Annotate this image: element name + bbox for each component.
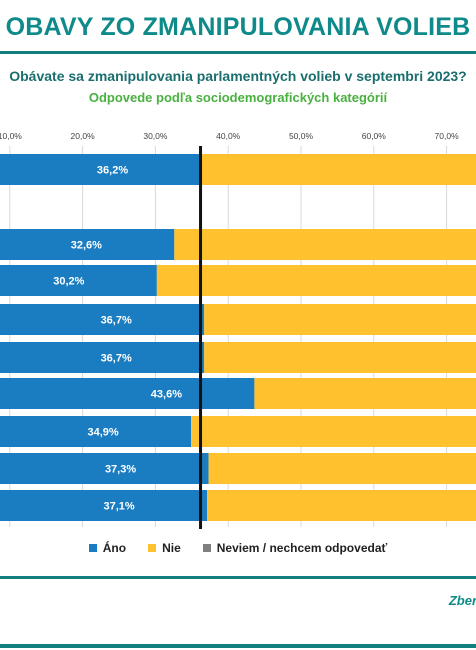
bottom-divider — [0, 644, 476, 648]
bar-nie — [208, 453, 476, 484]
chart-question: Obávate sa zmanipulovania parlamentných … — [9, 68, 467, 84]
x-tick-label: 30,0% — [143, 131, 168, 141]
legend-label-nie: Nie — [162, 541, 181, 555]
bar-ano — [0, 416, 192, 447]
bar-nie — [174, 229, 476, 260]
x-tick-label: 60,0% — [362, 131, 387, 141]
bar-nie — [200, 154, 476, 185]
page-title: OBAVY ZO ZMANIPULOVANIA VOLIEB — [5, 13, 471, 41]
legend-swatch-neviem — [202, 544, 211, 552]
x-tick-label: 40,0% — [216, 131, 241, 141]
data-label: 36,2% — [97, 165, 128, 177]
legend-label-ano: Áno — [102, 541, 127, 555]
legend-item-ano: Áno — [88, 541, 127, 555]
x-tick-label: 70,0% — [435, 131, 460, 141]
footer-divider — [0, 576, 476, 579]
data-label: 34,9% — [87, 427, 118, 439]
bar-nie — [207, 490, 476, 521]
x-tick-label: 10,0% — [0, 131, 22, 141]
data-label: 32,6% — [71, 240, 102, 252]
legend-swatch-ano — [88, 544, 97, 552]
data-label: 36,7% — [101, 315, 132, 327]
bar-nie — [156, 265, 476, 296]
bar-ano — [0, 453, 209, 484]
bar-nie — [254, 378, 476, 409]
bar-ano — [0, 229, 175, 260]
bar-ano — [0, 378, 255, 409]
x-tick-label: 20,0% — [71, 131, 96, 141]
bar-ano — [0, 304, 205, 335]
data-label: 37,1% — [103, 501, 134, 513]
data-label: 37,3% — [105, 464, 136, 476]
bar-ano — [0, 154, 201, 185]
data-label: 36,7% — [101, 353, 132, 365]
data-label: 30,2% — [53, 276, 84, 288]
bar-nie — [191, 416, 476, 447]
chart-subtitle: Odpovede podľa sociodemografických kateg… — [88, 90, 388, 105]
legend-swatch-nie — [148, 544, 157, 552]
bar-ano — [0, 342, 205, 373]
data-label: 43,6% — [151, 389, 182, 401]
bar-ano — [0, 265, 157, 296]
x-tick-label: 50,0% — [289, 131, 314, 141]
legend-item-nie: Nie — [148, 541, 181, 555]
title-divider — [0, 51, 476, 54]
bar-nie — [204, 304, 476, 335]
legend-item-neviem: Neviem / nechcem odpovedať — [202, 541, 388, 555]
bar-nie — [204, 342, 476, 373]
bar-ano — [0, 490, 208, 521]
chart-legend: Áno Nie Neviem / nechcem odpovedať — [0, 541, 476, 555]
source-credit: Zber — [448, 593, 476, 608]
legend-label-neviem: Neviem / nechcem odpovedať — [216, 541, 388, 555]
